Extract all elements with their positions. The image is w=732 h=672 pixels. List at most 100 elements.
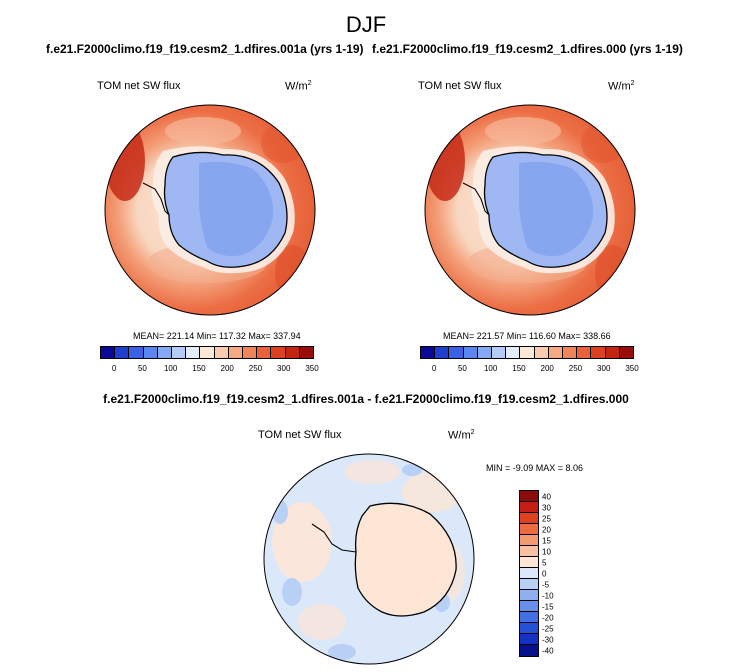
diff-title: f.e21.F2000climo.f19_f19.cesm2_1.dfires.… [103, 392, 629, 406]
diff-colorbar-tick-label: -40 [542, 646, 554, 655]
panel-b-colorbar-swatch [619, 347, 634, 358]
diff-colorbar-swatch [520, 645, 538, 656]
panel-b-colorbar-swatch [534, 347, 549, 358]
diff-colorbar-tick-label: 0 [542, 569, 547, 578]
diff-colorbar-swatch [520, 502, 538, 513]
panel-a-colorbar-swatch [285, 347, 300, 358]
panel-a-colorbar [100, 346, 314, 359]
panel-a-colorbar-swatch [129, 347, 144, 358]
diff-colorbar-tick-label: 5 [542, 558, 547, 567]
panel-a-colorbar-tick-label: 300 [277, 364, 291, 373]
diff-colorbar-tick-label: -20 [542, 613, 554, 622]
panel-b-colorbar-tick-label: 300 [597, 364, 611, 373]
panel-a-colorbar-swatch [157, 347, 173, 358]
panel-a-colorbar-swatch [101, 347, 116, 358]
panel-b-colorbar-tick-label: 350 [625, 364, 639, 373]
peninsula-coastline [311, 523, 357, 553]
panel-b-stats: MEAN= 221.57 Min= 116.60 Max= 338.66 [443, 331, 611, 341]
diff-colorbar-tick-label: 30 [542, 503, 551, 512]
diff-colorbar-tick-label: 20 [542, 525, 551, 534]
diff-colorbar-swatch [520, 623, 538, 634]
diff-colorbar-tick-label: -15 [542, 602, 554, 611]
panel-b-colorbar-swatch [421, 347, 436, 358]
diff-colorbar-swatch [520, 612, 538, 623]
panel-b-colorbar [420, 346, 634, 359]
panel-b-colorbar-swatch [520, 347, 535, 358]
panel-a-variable: TOM net SW flux [97, 80, 181, 92]
diff-colorbar-swatch [520, 590, 538, 601]
panel-a-stats: MEAN= 221.14 Min= 117.32 Max= 337.94 [133, 331, 301, 341]
peninsula-coastline [142, 182, 170, 216]
panel-b-colorbar-swatch [449, 347, 464, 358]
panel-b-colorbar-swatch [477, 347, 493, 358]
diff-colorbar-swatch [520, 557, 538, 568]
diff-colorbar-ticks: 40 30 25 20 15 10 5 0 -5 -10 -15 -20 -25 -30 -40 [542, 490, 572, 660]
panel-a-colorbar-swatch [115, 347, 130, 358]
diff-colorbar [519, 490, 539, 657]
diff-colorbar-tick-label: -10 [542, 591, 554, 600]
panel-a-colorbar-tick-label: 250 [248, 364, 263, 373]
panel-b-colorbar-tick-label: 250 [568, 364, 583, 373]
diff-colorbar-swatch [520, 535, 538, 546]
panel-b-colorbar-tick-label: 50 [457, 364, 467, 373]
diff-map-border [263, 453, 475, 665]
diff-colorbar-tick-label: 10 [542, 547, 551, 556]
diff-colorbar-tick-label: 40 [542, 492, 551, 501]
diff-colorbar-swatch [520, 546, 538, 557]
panel-b-units: W/m2 [608, 80, 635, 93]
panel-a-map [104, 104, 316, 316]
diff-colorbar-swatch [520, 601, 538, 612]
diff-colorbar-swatch [520, 491, 538, 502]
panel-a-colorbar-ticks: 0 50 100 150 200 250 300 350 [100, 364, 319, 374]
panel-a-colorbar-swatch [214, 347, 229, 358]
panel-a-colorbar-swatch [200, 347, 215, 358]
panel-b-map [424, 104, 636, 316]
panel-b-map-border [424, 104, 636, 316]
diff-colorbar-tick-label: 15 [542, 536, 551, 545]
diff-units: W/m2 [448, 429, 475, 442]
panel-a-colorbar-tick-label: 0 [111, 364, 117, 373]
panel-b-colorbar-swatch [435, 347, 450, 358]
panel-a-map-border [104, 104, 316, 316]
panel-b-colorbar-swatch [506, 347, 521, 358]
panel-b-colorbar-swatch [548, 347, 564, 358]
panel-a-colorbar-swatch [143, 347, 158, 358]
panel-b-title: f.e21.F2000climo.f19_f19.cesm2_1.dfires.… [372, 42, 683, 56]
panel-a-colorbar-tick-label: 50 [137, 364, 147, 373]
diff-colorbar-tick-label: -5 [542, 580, 550, 589]
panel-b-variable: TOM net SW flux [418, 80, 502, 92]
panel-a-colorbar-swatch [257, 347, 272, 358]
panel-b-colorbar-tick-label: 200 [540, 364, 554, 373]
panel-b-colorbar-swatch [563, 347, 578, 358]
panel-a-colorbar-tick-label: 150 [192, 364, 206, 373]
diff-colorbar-swatch [520, 634, 538, 645]
panel-a-colorbar-tick-label: 100 [163, 364, 178, 373]
peninsula-coastline [462, 182, 490, 216]
diff-stats: MIN = -9.09 MAX = 8.06 [486, 463, 584, 473]
antarctica-coastline [483, 151, 608, 268]
panel-b-colorbar-swatch [591, 347, 606, 358]
diff-colorbar-tick-label: -25 [542, 624, 554, 633]
panel-a-colorbar-swatch [172, 347, 187, 358]
panel-a-colorbar-swatch [228, 347, 244, 358]
diff-variable: TOM net SW flux [258, 429, 342, 441]
panel-a-colorbar-tick-label: 350 [305, 364, 319, 373]
diff-colorbar-swatch [520, 524, 538, 535]
antarctica-coastline [354, 502, 457, 617]
panel-a-colorbar-swatch [243, 347, 258, 358]
panel-b-colorbar-tick-label: 100 [483, 364, 498, 373]
diff-colorbar-swatch [520, 513, 538, 524]
season-title: DJF [345, 12, 387, 37]
panel-b-colorbar-swatch [605, 347, 620, 358]
diff-colorbar-swatch [520, 568, 538, 579]
diff-colorbar-tick-label: 25 [542, 514, 551, 523]
antarctica-coastline [163, 151, 288, 268]
diff-colorbar-tick-label: -30 [542, 635, 554, 644]
diff-map [263, 453, 475, 665]
panel-b-colorbar-tick-label: 150 [512, 364, 526, 373]
panel-a-colorbar-swatch [299, 347, 314, 358]
panel-b-colorbar-tick-label: 0 [431, 364, 437, 373]
panel-a-colorbar-swatch [271, 347, 286, 358]
panel-b-colorbar-swatch [492, 347, 507, 358]
panel-a-colorbar-swatch [186, 347, 201, 358]
